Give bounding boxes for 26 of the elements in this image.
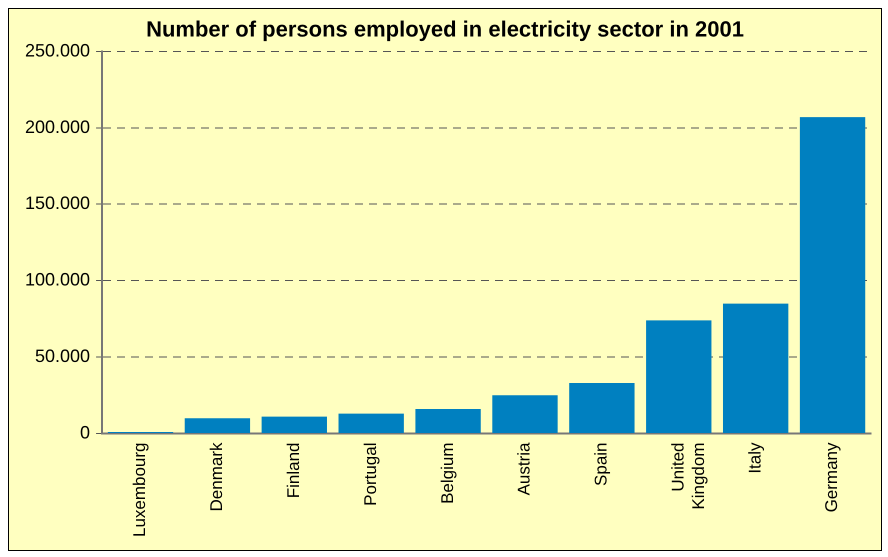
x-tick-label: Finland (284, 442, 303, 498)
bar (492, 395, 558, 433)
x-tick-label: Italy (745, 442, 764, 474)
x-tick-label: Luxembourg (130, 442, 150, 538)
x-tick-label: Belgium (438, 442, 457, 504)
y-tick-label: 150.000 (24, 193, 90, 214)
y-tick-label: 100.000 (24, 270, 90, 290)
x-tick-label: Germany (822, 442, 842, 512)
bar (722, 304, 788, 433)
x-tick-label: United Kingdom (668, 442, 708, 510)
x-tick-label: Austria (514, 442, 534, 496)
bar (646, 320, 712, 433)
chart-title: Number of persons employed in electricity sector in 2001 (146, 16, 744, 42)
y-tick-label: 0 (80, 422, 90, 442)
bar (184, 418, 250, 433)
x-tick-label: Portugal (360, 442, 380, 506)
bar (800, 117, 866, 433)
bar (569, 383, 635, 433)
y-tick-label: 200.000 (24, 116, 90, 137)
bar (262, 416, 327, 433)
x-tick-label: Denmark (207, 442, 226, 512)
y-tick-label: 50.000 (35, 346, 90, 366)
x-tick-label: Spain (592, 442, 611, 486)
bar (415, 409, 481, 433)
bar (338, 414, 404, 433)
y-tick-label: 250.000 (24, 40, 90, 60)
